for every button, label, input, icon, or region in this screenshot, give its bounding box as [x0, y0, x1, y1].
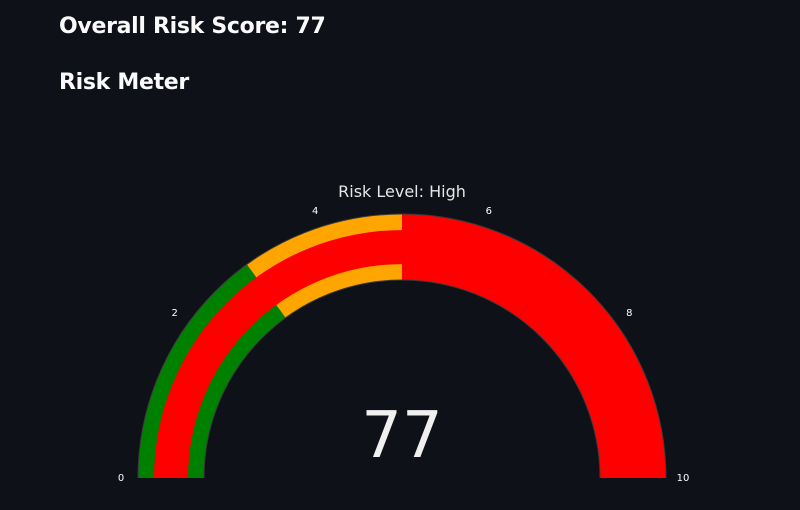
overall-risk-score-heading: Overall Risk Score: 77 [59, 14, 326, 39]
gauge-bar-group [154, 230, 650, 478]
tick-label-8: 8 [626, 308, 632, 319]
tick-label-0: 0 [118, 473, 124, 484]
gauge-outer-border [137, 213, 667, 479]
tick-label-4: 4 [312, 206, 318, 217]
gauge-inner-border [203, 279, 601, 479]
tick-label-6: 6 [486, 206, 492, 217]
gauge-ticks: 0 2 4 6 8 10 [118, 206, 690, 484]
tick-label-10: 10 [677, 473, 690, 484]
gauge-borders [137, 213, 667, 479]
gauge-value: 77 [361, 399, 442, 473]
gauge-title: Risk Level: High [338, 182, 466, 201]
risk-meter-heading: Risk Meter [59, 70, 189, 95]
tick-label-2: 2 [171, 308, 177, 319]
gauge-bar [154, 230, 650, 478]
